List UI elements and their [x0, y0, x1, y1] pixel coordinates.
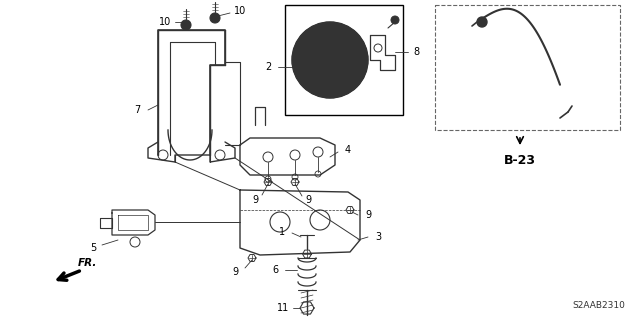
Text: FR.: FR. [78, 258, 97, 268]
Bar [285, 5, 403, 115]
Text: 2: 2 [265, 62, 271, 72]
Text: 8: 8 [413, 47, 419, 57]
Circle shape [210, 13, 220, 23]
Text: B-23: B-23 [504, 153, 536, 167]
Circle shape [292, 22, 368, 98]
Text: 5: 5 [90, 243, 96, 253]
Text: 10: 10 [159, 17, 171, 27]
Text: 3: 3 [375, 232, 381, 242]
Text: 9: 9 [305, 195, 311, 205]
Bar [435, 5, 620, 130]
Circle shape [391, 16, 399, 24]
Text: 11: 11 [277, 303, 289, 313]
Text: 10: 10 [234, 6, 246, 16]
Circle shape [181, 20, 191, 30]
Text: 6: 6 [272, 265, 278, 275]
Text: 7: 7 [134, 105, 140, 115]
Text: 4: 4 [345, 145, 351, 155]
Circle shape [477, 17, 487, 27]
Text: S2AAB2310: S2AAB2310 [572, 301, 625, 310]
Text: 9: 9 [365, 210, 371, 220]
Text: 9: 9 [232, 267, 238, 277]
Text: 9: 9 [252, 195, 258, 205]
Text: 1: 1 [279, 227, 285, 237]
